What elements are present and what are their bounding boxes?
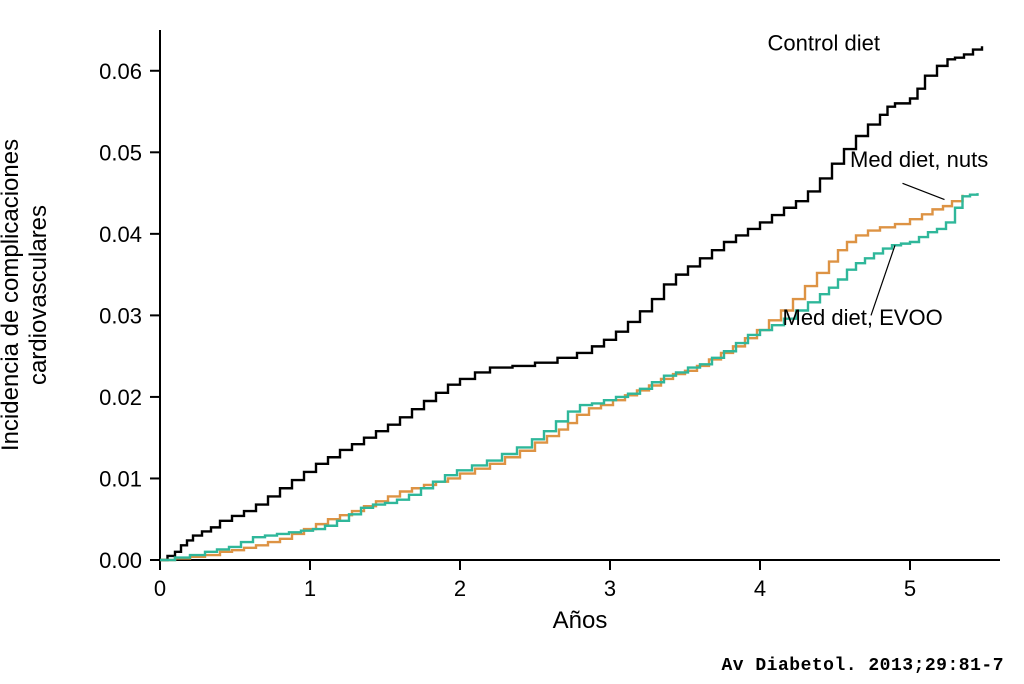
y-tick-label: 0.05 [99,140,142,165]
x-tick-label: 2 [454,576,466,601]
chart-container: 0.00 0.01 0.02 0.03 0.04 0.05 0.06 0 1 2 3 4 5 Años In… [0,0,1024,684]
citation-text: Av Diabetol. 2013;29:81-7 [721,656,1004,676]
chart-svg: 0.00 0.01 0.02 0.03 0.04 0.05 0.06 0 1 2 3 4 5 Años In… [0,0,1024,684]
y-tick-label: 0.00 [99,548,142,573]
series-label: Med diet, EVOO [783,305,943,330]
x-tick-label: 4 [754,576,766,601]
x-axis-label: Años [553,607,608,634]
y-tick-label: 0.04 [99,222,142,247]
series-label: Med diet, nuts [850,147,988,172]
x-tick-label: 1 [304,576,316,601]
series-med-diet-nuts [160,195,963,560]
y-tick-label: 0.02 [99,385,142,410]
x-tick-label: 3 [604,576,616,601]
y-axis-label: Incidencia de complicacionescardiovascul… [0,139,52,451]
y-tick-label: 0.06 [99,59,142,84]
label-pointer [903,183,945,199]
x-tick-label: 0 [154,576,166,601]
series-label: Control diet [768,30,881,55]
series-med-diet-evoo [160,193,978,560]
series-control-diet [160,46,982,560]
x-tick-label: 5 [904,576,916,601]
y-tick-label: 0.03 [99,303,142,328]
y-tick-label: 0.01 [99,466,142,491]
